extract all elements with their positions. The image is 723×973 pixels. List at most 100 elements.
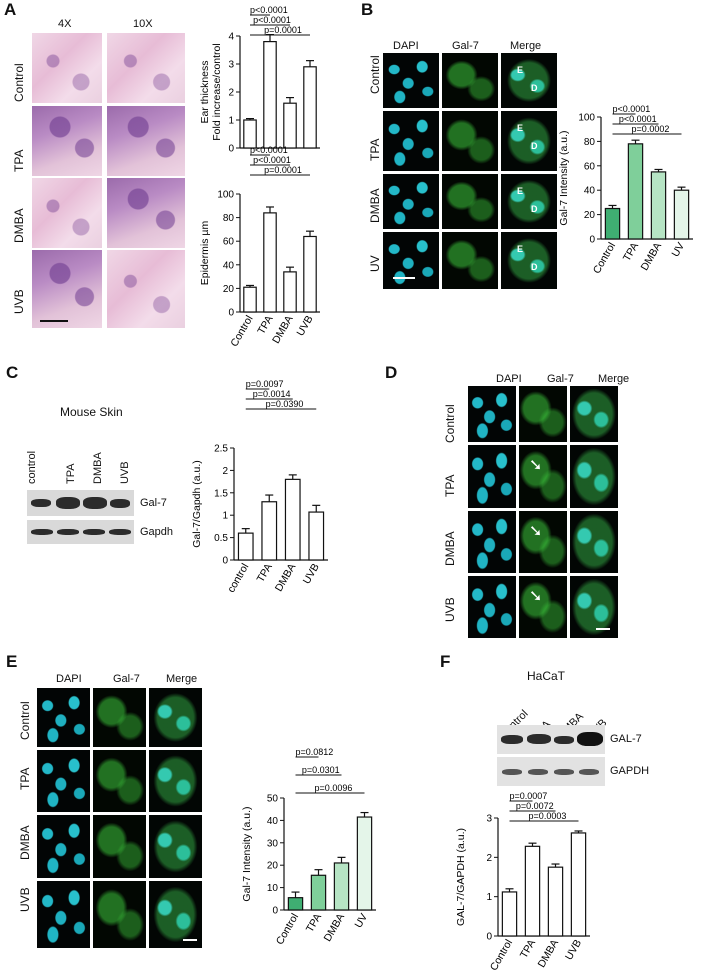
x-tick-label: TPA [255,314,275,337]
y-tick-label: 1 [486,892,492,903]
y-tick-label: 40 [223,260,235,271]
bar [333,862,350,911]
p-value-label: p=0.0096 [315,783,353,793]
bar [570,832,587,937]
x-tick-label: UVB [563,938,584,963]
p-value-label: p=0.0812 [296,747,334,757]
row-label-uv: UV [368,255,382,272]
y-tick-label: 100 [578,113,595,124]
row-label-tpa: TPA [443,474,457,497]
lane-label-uvb: UVB [119,461,131,484]
epidermis-label: E [517,65,524,75]
panel-e-letter: E [6,652,18,671]
band-label-gal7: Gal-7 [140,497,167,509]
fluorescence-image [442,111,498,171]
chart-e-gal7-intensity: 0 10 20 30 40 50 Gal-7 Intensity (a.u.) Control… [241,747,376,947]
p-value-label: p=0.0002 [632,124,670,134]
western-blot-gapdh [27,520,134,544]
panel-b-letter: B [361,0,374,19]
fluorescence-image [442,174,498,229]
histology-image [107,33,185,103]
x-tick-label: DMBA [322,912,348,944]
scale-bar [183,939,197,941]
fluorescence-image [37,881,90,948]
y-tick-label: 1 [222,511,228,522]
blot-title: HaCaT [527,669,566,683]
p-value-label: p=0.0001 [264,25,302,35]
bar [673,189,690,240]
dermis-label: D [531,141,538,151]
y-tick-label: 0 [272,906,278,917]
band-label-gapdh: GAPDH [610,765,650,777]
x-tick-label: control [225,562,251,594]
y-tick-label: 20 [223,284,235,295]
fluorescence-image [570,511,618,573]
lane-label-control: control [26,450,38,484]
y-axis-label: Fold increase/control [211,43,223,140]
row-label-control: Control [12,63,26,102]
fluorescence-image [468,386,516,442]
fluorescence-image [149,688,202,747]
arrow-icon: ➘ [529,523,543,540]
row-label-uvb: UVB [18,887,32,912]
bar [604,207,621,240]
col-label-gal7: Gal-7 [452,40,479,52]
bar [284,478,301,561]
col-label-gal7: Gal-7 [547,373,574,385]
bar [287,897,304,911]
y-tick-label: 20 [584,210,596,221]
bar [263,212,277,313]
fluorescence-image [149,815,202,878]
x-tick-label: DMBA [639,241,665,273]
fluorescence-image [570,445,618,508]
y-tick-label: 1.5 [214,488,228,499]
row-label-tpa: TPA [18,767,32,790]
y-tick-label: 2 [228,88,234,99]
x-tick-label: TPA [304,912,324,935]
fluorescence-image [442,232,498,289]
fluorescence-image [37,750,90,812]
epidermis-label: E [517,186,524,196]
y-tick-label: 50 [267,794,279,805]
western-blot-gapdh [497,757,605,786]
y-tick-label: 60 [584,161,596,172]
histology-image [107,250,185,328]
y-tick-label: 2 [222,466,228,477]
col-label-gal7: Gal-7 [113,673,140,685]
x-tick-label: Control [591,241,618,276]
chart-a-ear: 0 1 2 3 4 Ear thickness Fold increase/control p… [199,5,320,155]
fluorescence-image [93,750,146,812]
bar [308,511,325,561]
p-value-label: p<0.0001 [253,15,291,25]
row-label-dmba: DMBA [18,825,32,860]
x-tick-label: TPA [518,938,538,961]
fluorescence-image [383,53,439,108]
y-tick-label: 60 [223,237,235,248]
dermis-label: D [531,204,538,214]
p-value-label: p=0.0072 [516,801,554,811]
row-label-dmba: DMBA [12,208,26,243]
y-tick-label: 2.5 [214,444,228,455]
fluorescence-image: ➘ [519,445,567,508]
y-axis-label: Gal-7 Intensity (a.u.) [558,130,570,225]
histology-image [32,250,102,328]
row-label-uvb: UVB [443,597,457,622]
bar [356,816,373,911]
fluorescence-image [37,688,90,747]
row-label-dmba: DMBA [368,188,382,223]
p-value-label: p<0.0001 [250,145,288,155]
y-axis-label: GAL-7/GAPDH (a.u.) [455,828,467,926]
western-blot-gal7 [497,725,605,754]
y-tick-label: 80 [584,137,596,148]
y-tick-label: 4 [228,32,234,43]
row-label-tpa: TPA [368,138,382,161]
fluorescence-image [468,576,516,638]
bar [627,143,644,240]
y-tick-label: 0 [589,235,595,246]
fluorescence-image [468,445,516,508]
arrow-icon: ➘ [529,588,543,605]
histology-image [32,178,102,248]
p-value-label: p<0.0001 [619,114,657,124]
